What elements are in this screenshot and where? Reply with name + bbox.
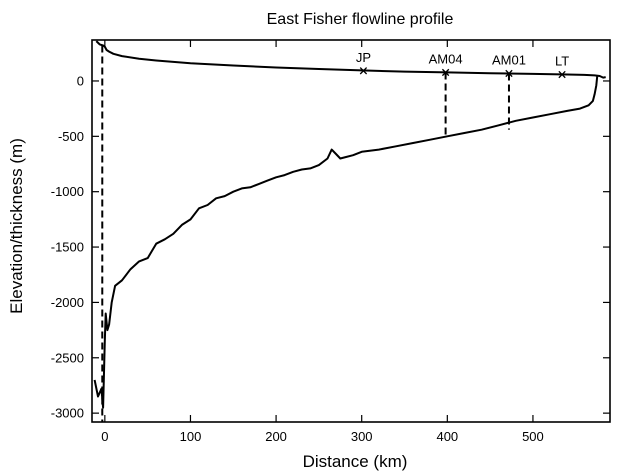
marker-symbol (441, 68, 450, 77)
marker-label: AM01 (492, 52, 526, 67)
y-tick-label: -3000 (51, 406, 84, 421)
surface-line (95, 40, 606, 79)
marker-am01: AM01 (492, 52, 526, 78)
marker-label: LT (555, 54, 569, 69)
x-axis-label: Distance (km) (303, 452, 408, 471)
x-tick-label: 0 (101, 429, 108, 444)
vertical-lines-layer (101, 45, 510, 422)
y-tick-label: -500 (58, 129, 84, 144)
y-tick-label: -2500 (51, 350, 84, 365)
marker-label: JP (356, 50, 371, 65)
marker-am04: AM04 (429, 51, 463, 77)
marker-label: AM04 (429, 51, 463, 66)
chart-title: East Fisher flowline profile (267, 11, 454, 28)
y-tick-label: 0 (77, 73, 84, 88)
y-tick-label: -1000 (51, 184, 84, 199)
x-tick-label: 400 (436, 429, 458, 444)
y-axis: 0 -500 -1000 -1500 -2000 -2500 -3000 (51, 73, 610, 421)
y-tick-label: -1500 (51, 240, 84, 255)
marker-lt: LT (555, 54, 569, 79)
marker-symbol (359, 67, 368, 75)
y-axis-label: Elevation/thickness (m) (7, 138, 26, 314)
marker-jp: JP (356, 50, 371, 75)
x-tick-label: 500 (522, 429, 544, 444)
bed-line (93, 76, 599, 409)
x-axis: 0 100 200 300 400 500 (101, 40, 544, 444)
series-layer (93, 40, 606, 409)
x-tick-label: 200 (265, 429, 287, 444)
x-tick-label: 100 (180, 429, 202, 444)
x-tick-label: 300 (351, 429, 373, 444)
markers-layer: JP AM04 AM01 LT (356, 50, 569, 79)
plot-area: JP AM04 AM01 LT (91, 39, 611, 423)
y-tick-label: -2000 (51, 295, 84, 310)
plot-frame (91, 39, 611, 423)
marker-symbol (558, 70, 566, 79)
marker-symbol (505, 69, 513, 78)
